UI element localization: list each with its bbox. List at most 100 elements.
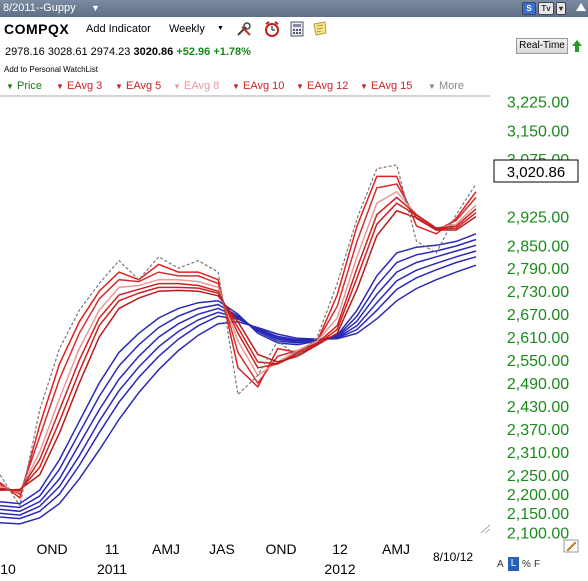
arrow-up-icon[interactable]	[571, 39, 583, 53]
legend-item-more[interactable]: ▼ More	[428, 80, 464, 92]
legend-label: EAvg 3	[66, 80, 103, 92]
menu-arrow-button[interactable]: ▾	[556, 2, 566, 15]
chevron-down-icon: ▼	[56, 82, 64, 91]
legend-item-eavg12[interactable]: ▼ EAvg 12	[296, 80, 348, 92]
last-price-box	[493, 159, 579, 183]
x-tick-label: 11	[105, 541, 120, 557]
series-line-eavg60	[0, 264, 477, 525]
add-to-watchlist-link[interactable]: Add to Personal WatchList	[4, 65, 98, 74]
series-line-eavg30	[0, 233, 477, 505]
note-icon[interactable]	[312, 21, 328, 37]
series-line-eavg10	[0, 196, 477, 492]
series-line-eavg40	[0, 244, 477, 513]
last-price-label: 3,020.86	[507, 164, 565, 181]
x-tick-label: AMJ	[382, 541, 410, 557]
tv-button[interactable]: Tv	[538, 2, 554, 15]
last-value: 3020.86	[133, 46, 174, 58]
low-value: 2974.23	[90, 46, 131, 58]
y-axis: 3,225.003,150.003,075.002,925.002,850.00…	[507, 95, 569, 543]
series-line-eavg5	[0, 183, 477, 496]
legend-label: EAvg 12	[306, 80, 349, 92]
x-axis: OND 11 AMJ JAS OND 12 AMJ 10 2011 2012	[0, 541, 410, 577]
indicator-legend: ▼ Price ▼ EAvg 3 ▼ EAvg 5 ▼ EAvg 8 ▼ EAv…	[0, 79, 490, 95]
zoom-option-l[interactable]: L	[508, 557, 519, 571]
legend-item-eavg8[interactable]: ▼ EAvg 8	[173, 80, 219, 92]
y-tick-label: 2,670.00	[507, 307, 569, 324]
y-tick-label: 2,850.00	[507, 238, 569, 255]
quote-line: 2978.16 3028.61 2974.23 3020.86 +52.96 +…	[5, 46, 251, 58]
chevron-down-icon[interactable]: ▼	[91, 3, 100, 13]
x-tick-year-label: 10	[0, 561, 16, 577]
pencil-icon[interactable]	[563, 539, 579, 553]
chevron-down-icon: ▼	[173, 82, 181, 91]
y-tick-label: 2,100.00	[507, 525, 569, 542]
window-title-bar: 8/2011--Guppy ▼ S Tv ▾	[0, 0, 588, 17]
chevron-down-icon[interactable]: ▼	[217, 25, 224, 32]
chevron-down-icon: ▼	[296, 82, 304, 91]
y-tick-label: 2,790.00	[507, 261, 569, 278]
timeframe-select[interactable]: Weekly	[169, 23, 205, 35]
y-tick-label: 2,200.00	[507, 487, 569, 504]
legend-item-eavg3[interactable]: ▼ EAvg 3	[56, 80, 102, 92]
zoom-option-f[interactable]: F	[534, 559, 541, 570]
x-tick-label: OND	[36, 541, 67, 557]
y-tick-label: 2,925.00	[507, 210, 569, 227]
toolbar: COMPQX Add Indicator Weekly ▼ 2978.16 30…	[0, 17, 588, 77]
zoom-option-a[interactable]: A	[497, 559, 504, 570]
tools-icon[interactable]	[236, 21, 252, 37]
x-tick-label: JAS	[209, 541, 235, 557]
legend-item-eavg10[interactable]: ▼ EAvg 10	[232, 80, 284, 92]
x-tick-label: AMJ	[152, 541, 180, 557]
add-indicator-button[interactable]: Add Indicator	[86, 23, 151, 35]
chevron-down-icon: ▼	[360, 82, 368, 91]
x-tick-year-label: 2011	[97, 561, 127, 577]
legend-label: EAvg 8	[183, 80, 220, 92]
high-value: 3028.61	[47, 46, 88, 58]
legend-label: EAvg 15	[370, 80, 413, 92]
alarm-clock-icon[interactable]	[264, 21, 280, 37]
x-tick-year-label: 2012	[324, 561, 355, 577]
series-line-eavg8	[0, 190, 477, 494]
series-line-eavg12	[0, 202, 477, 491]
series-line-price	[0, 164, 477, 508]
series-line-eavg45	[0, 250, 477, 516]
legend-item-price[interactable]: ▼ Price	[6, 80, 42, 92]
series-line-eavg15	[0, 209, 477, 491]
footer-date: 8/10/12	[433, 550, 474, 564]
chevron-down-icon: ▼	[232, 82, 240, 91]
legend-label: More	[438, 80, 465, 92]
x-tick-label: OND	[265, 541, 296, 557]
y-tick-label: 2,490.00	[507, 376, 569, 393]
calculator-icon[interactable]	[289, 21, 305, 37]
series-line-eavg35	[0, 238, 477, 509]
y-tick-label: 2,430.00	[507, 399, 569, 416]
resize-grip-icon[interactable]	[480, 524, 491, 534]
y-tick-label: 2,550.00	[507, 353, 569, 370]
y-tick-label: 2,310.00	[507, 445, 569, 462]
y-tick-label: 2,150.00	[507, 506, 569, 523]
series-line-eavg50	[0, 256, 477, 520]
chevron-down-icon: ▼	[6, 82, 14, 91]
x-tick-label: 12	[332, 541, 348, 557]
zoom-option-pct[interactable]: %	[522, 559, 531, 570]
window-title: 8/2011--Guppy	[3, 2, 76, 14]
legend-label: Price	[16, 80, 43, 92]
y-tick-label: 3,225.00	[507, 95, 569, 112]
legend-item-eavg5[interactable]: ▼ EAvg 5	[115, 80, 161, 92]
change-pct-value: +1.78%	[213, 46, 251, 58]
symbol-label[interactable]: COMPQX	[4, 21, 70, 37]
open-value: 2978.16	[5, 46, 45, 58]
realtime-button[interactable]: Real-Time	[516, 38, 568, 54]
change-value: +52.96	[176, 46, 211, 58]
legend-label: EAvg 10	[242, 80, 285, 92]
series-layer	[0, 164, 477, 525]
chevron-down-icon: ▼	[115, 82, 123, 91]
legend-item-eavg15[interactable]: ▼ EAvg 15	[360, 80, 412, 92]
y-tick-label: 2,250.00	[507, 468, 569, 485]
share-button[interactable]: S	[522, 2, 536, 15]
series-line-eavg3	[0, 175, 477, 500]
y-tick-label: 3,150.00	[507, 123, 569, 140]
legend-label: EAvg 5	[125, 80, 162, 92]
chevron-down-icon: ▼	[428, 82, 436, 91]
